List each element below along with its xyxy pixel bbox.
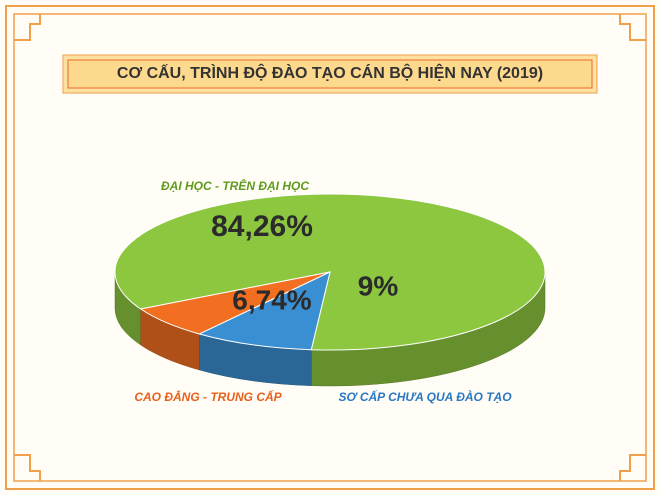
value-label: 84,26%: [211, 210, 313, 243]
corner-ornaments: [14, 14, 646, 481]
value-label: 9%: [358, 270, 399, 301]
category-label: SƠ CẤP CHƯA QUA ĐÀO TẠO: [338, 389, 512, 404]
slice: [197, 271, 331, 351]
chart-title: CƠ CẤU, TRÌNH ĐỘ ĐÀO TẠO CÁN BỘ HIỆN NAY…: [117, 63, 543, 82]
title-box-inner: [67, 59, 593, 89]
value-label: 6,74%: [232, 284, 311, 315]
category-label: CAO ĐẲNG - TRUNG CẤP: [134, 388, 282, 404]
category-label: ĐẠI HỌC - TRÊN ĐẠI HỌC: [161, 178, 309, 193]
frame-outer: [5, 5, 655, 490]
frame-inner: [13, 13, 647, 482]
